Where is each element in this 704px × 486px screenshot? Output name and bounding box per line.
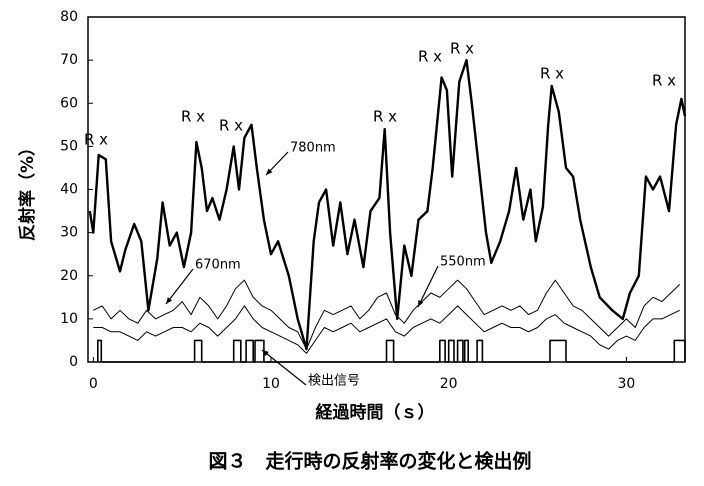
y-tick-label: 10	[60, 311, 78, 327]
series-line	[97, 339, 686, 363]
annotation: R x	[181, 108, 205, 126]
y-tick-label: 0	[69, 354, 78, 370]
x-tick-label: 0	[89, 376, 98, 392]
series-label: 550nm	[440, 255, 486, 270]
leader-line	[261, 349, 307, 386]
arrow-head	[262, 350, 269, 357]
leader-line	[165, 268, 194, 305]
series-label: 670nm	[195, 258, 241, 273]
caption: 図３ 走行時の反射率の変化と検出例	[208, 450, 531, 473]
annotation: R x	[373, 108, 397, 126]
series-label: 検出信号	[308, 374, 360, 389]
arrow-head	[418, 300, 424, 307]
y-tick-label: 30	[60, 225, 78, 241]
annotation: R x	[540, 65, 564, 83]
arrow-head	[166, 297, 173, 304]
x-axis-label: 経過時間（ｓ）	[316, 402, 435, 423]
y-tick-label: 80	[60, 9, 78, 25]
y-tick-label: 70	[60, 52, 78, 68]
series-line	[93, 279, 681, 350]
series-label: 780nm	[290, 141, 336, 156]
x-tick-label: 30	[617, 376, 635, 392]
y-tick-label: 50	[60, 138, 78, 154]
y-tick-label: 40	[60, 182, 78, 198]
x-tick-label: 10	[262, 376, 280, 392]
annotation: R x	[84, 131, 108, 149]
y-tick-label: 20	[60, 268, 78, 284]
plot-frame	[87, 16, 686, 363]
y-axis-label: 反射率（%）	[17, 139, 38, 241]
annotation: R x	[219, 117, 243, 135]
annotation: R x	[418, 48, 442, 66]
x-tick-label: 20	[440, 376, 458, 392]
series-line	[93, 305, 680, 354]
annotation: R x	[652, 72, 676, 90]
y-tick-label: 60	[60, 95, 78, 111]
series-line	[88, 58, 687, 351]
leader-line	[417, 265, 439, 308]
arrow-head	[266, 168, 273, 175]
annotation: R x	[450, 40, 474, 58]
